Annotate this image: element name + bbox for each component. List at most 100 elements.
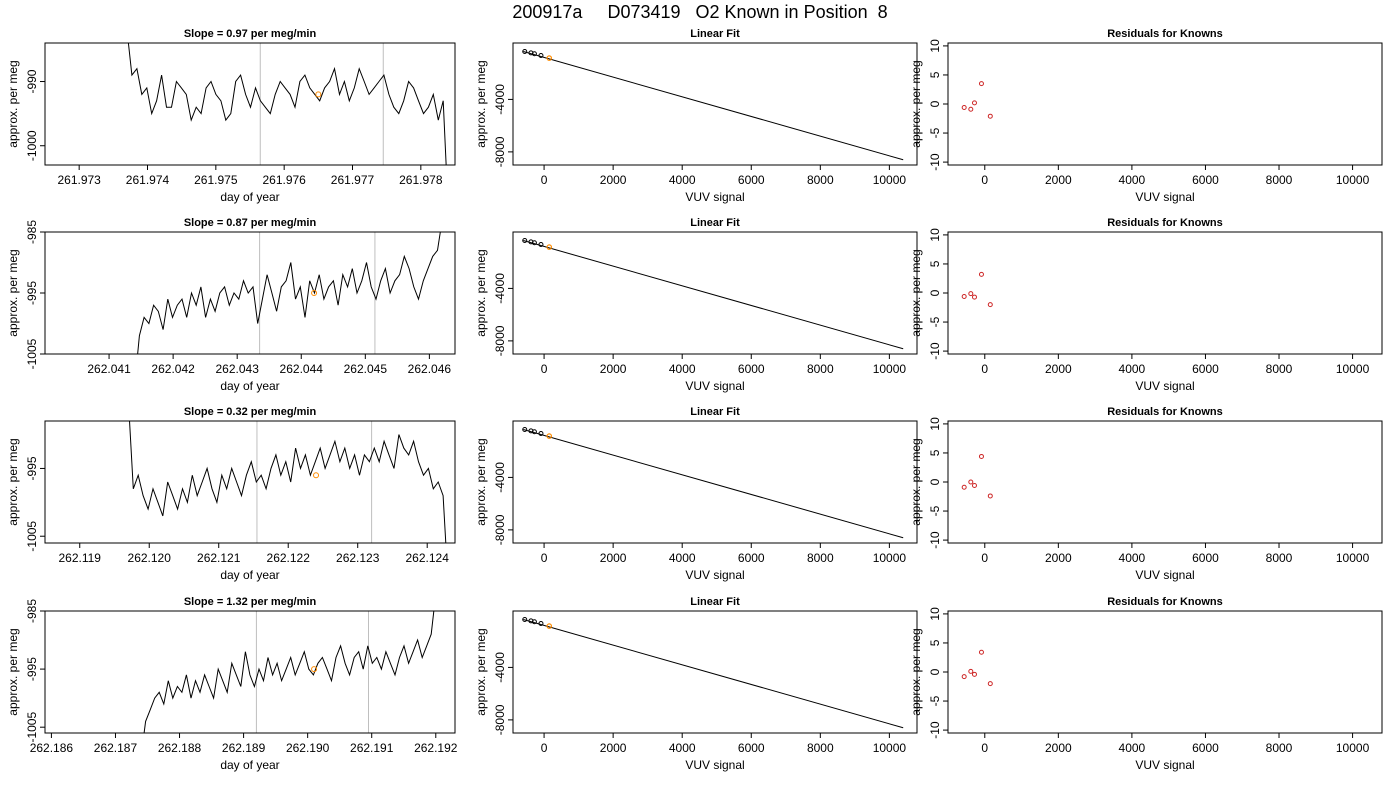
residual-point [961, 293, 967, 299]
x-tick-label: 262.186 [30, 741, 74, 755]
x-tick-label: 261.973 [57, 173, 101, 187]
highlight-point [311, 290, 318, 296]
panel-title: Residuals for Knowns [1107, 406, 1223, 418]
x-tick-label: 8000 [807, 362, 834, 376]
residual-point [968, 479, 974, 485]
y-tick-label: -1000 [25, 130, 39, 161]
panel-1-2: Linear Fit 0 2000 4000 6000 8000 10000 -4000 -80… [474, 28, 918, 204]
x-tick-label: 8000 [1266, 741, 1293, 755]
x-tick-label: 2000 [1045, 741, 1072, 755]
residual-point [987, 493, 993, 499]
y-tick-label: -985 [25, 220, 39, 244]
fit-line [523, 51, 904, 161]
x-axis-label: VUV signal [685, 379, 744, 393]
known-point [531, 51, 537, 57]
panel-3-1: Slope = 0.32 per meg/min 262.119 262.120 26… [6, 406, 456, 582]
y-tick-label: -995 [25, 456, 39, 480]
plot-frame [512, 42, 918, 166]
x-axis-label: VUV signal [685, 190, 744, 204]
x-axis-label: day of year [220, 568, 279, 582]
x-tick-label: 262.190 [286, 741, 330, 755]
x-tick-label: 4000 [669, 551, 696, 565]
plot-frame [44, 42, 456, 166]
plot-area [137, 232, 441, 354]
y-axis-label: approx. per meg [474, 60, 488, 147]
x-tick-label: 262.044 [280, 362, 324, 376]
x-tick-label: 0 [541, 362, 548, 376]
x-tick-label: 2000 [600, 741, 627, 755]
y-axis-label: approx. per meg [474, 628, 488, 715]
plot-area [522, 238, 904, 350]
panel-title: Residuals for Knowns [1107, 596, 1223, 608]
panel-3-2: Linear Fit 0 2000 4000 6000 8000 10000 -4000 -80… [474, 406, 918, 582]
known-point [538, 52, 544, 58]
x-tick-label: 4000 [669, 173, 696, 187]
unknown-point [546, 623, 553, 629]
plot-area [522, 427, 904, 539]
y-tick-label: -4000 [493, 462, 507, 493]
x-tick-label: 0 [981, 362, 988, 376]
x-tick-label: 8000 [807, 173, 834, 187]
known-point [522, 238, 528, 244]
panel-title: Linear Fit [690, 217, 740, 229]
x-tick-label: 6000 [1192, 362, 1219, 376]
y-tick-label: -5 [928, 505, 942, 516]
y-tick-label: 10 [928, 228, 942, 242]
x-axis-label: VUV signal [685, 568, 744, 582]
y-tick-label: -4000 [493, 84, 507, 115]
x-tick-label: 10000 [1336, 362, 1370, 376]
x-tick-label: 261.978 [399, 173, 443, 187]
y-tick-label: -8000 [493, 514, 507, 545]
plot-area [127, 43, 447, 165]
x-axis-label: day of year [220, 758, 279, 772]
x-axis-label: VUV signal [1135, 190, 1194, 204]
y-tick-label: -10 [928, 153, 942, 171]
x-tick-label: 2000 [600, 173, 627, 187]
y-axis-label: approx. per meg [6, 249, 20, 336]
x-tick-label: 4000 [1119, 551, 1146, 565]
y-axis-label: approx. per meg [909, 249, 923, 336]
unknown-point [546, 433, 553, 439]
x-tick-label: 2000 [1045, 362, 1072, 376]
x-tick-label: 261.975 [194, 173, 238, 187]
known-point [522, 49, 528, 55]
y-tick-label: -1005 [25, 712, 39, 743]
residual-point [971, 100, 977, 106]
x-tick-label: 262.188 [158, 741, 202, 755]
unknown-point [546, 244, 553, 250]
x-tick-label: 0 [541, 551, 548, 565]
highlight-point [311, 666, 318, 673]
panel-title: Linear Fit [690, 28, 740, 40]
plot-area [961, 453, 993, 499]
panel-4-1: Slope = 1.32 per meg/min 262.186 262.187 26… [6, 596, 458, 772]
panel-2-2: Linear Fit 0 2000 4000 6000 8000 10000 -4000 -80… [474, 217, 918, 393]
y-axis-label: approx. per meg [6, 60, 20, 147]
y-tick-label: 5 [928, 639, 942, 646]
plot-frame [44, 420, 456, 544]
x-tick-label: 262.189 [222, 741, 266, 755]
x-tick-label: 6000 [738, 173, 765, 187]
y-tick-label: 5 [928, 71, 942, 78]
x-tick-label: 10000 [873, 362, 907, 376]
plot-frame [947, 231, 1383, 355]
y-tick-label: 10 [928, 39, 942, 53]
plot-area [129, 421, 447, 543]
residual-point [987, 302, 993, 308]
plot-frame [512, 610, 918, 734]
y-tick-label: -8000 [493, 136, 507, 167]
x-tick-label: 262.124 [406, 551, 450, 565]
residual-point [987, 113, 993, 119]
y-tick-label: -10 [928, 531, 942, 549]
plot-area [143, 611, 435, 733]
y-tick-label: 0 [928, 668, 942, 675]
y-axis-label: approx. per meg [909, 60, 923, 147]
x-tick-label: 8000 [807, 741, 834, 755]
x-tick-label: 0 [981, 551, 988, 565]
x-tick-label: 10000 [873, 173, 907, 187]
x-tick-label: 262.046 [408, 362, 452, 376]
x-tick-label: 6000 [1192, 741, 1219, 755]
y-tick-label: -1005 [25, 521, 39, 552]
x-tick-label: 261.977 [331, 173, 375, 187]
